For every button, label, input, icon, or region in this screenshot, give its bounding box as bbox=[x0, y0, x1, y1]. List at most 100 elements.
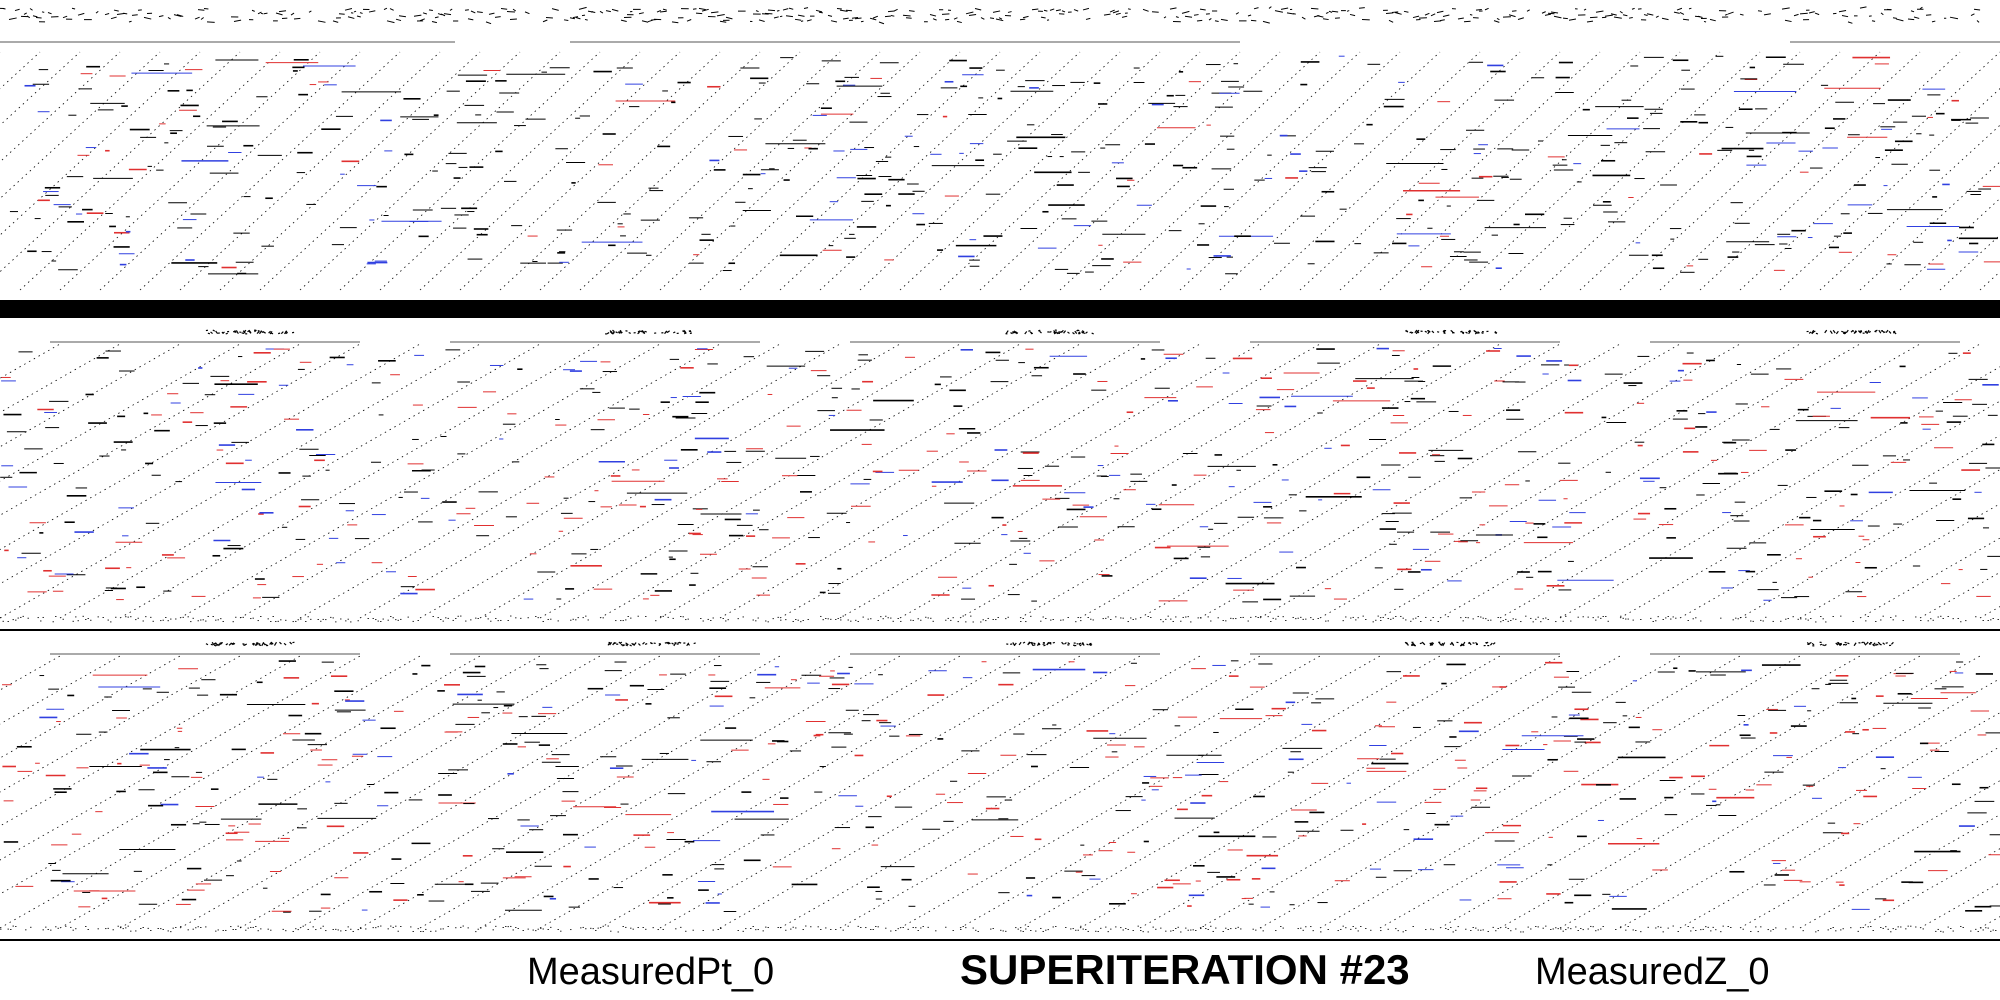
header-noise-mark bbox=[1007, 11, 1012, 13]
column-title-mark bbox=[207, 332, 211, 335]
header-noise-mark bbox=[932, 18, 937, 21]
column-title-mark bbox=[606, 332, 610, 335]
diagonal-guide bbox=[0, 343, 61, 379]
column-title-mark bbox=[1468, 330, 1472, 335]
column-title-mark bbox=[682, 330, 685, 333]
diagonal-guide bbox=[779, 343, 1261, 619]
diagonal-guide bbox=[1679, 746, 2000, 929]
diagonal-guide bbox=[739, 51, 1001, 291]
column-title-mark bbox=[1042, 643, 1045, 646]
column-title-mark bbox=[673, 642, 677, 647]
diagonal-guide bbox=[979, 51, 1241, 291]
diagonal-guide bbox=[1379, 51, 1641, 291]
diagonal-guide bbox=[539, 343, 1021, 619]
column-title-mark bbox=[1885, 642, 1888, 644]
header-noise-mark bbox=[578, 6, 587, 10]
diagonal-guide bbox=[1259, 51, 1521, 291]
column-title-mark bbox=[625, 644, 628, 647]
column-title-mark bbox=[1412, 643, 1415, 647]
column-title-mark bbox=[665, 330, 669, 334]
column-title-mark bbox=[1061, 641, 1065, 645]
header-noise-mark bbox=[908, 10, 915, 12]
diagonal-guide bbox=[1499, 343, 1981, 619]
header-noise-mark bbox=[716, 14, 725, 17]
header-noise-mark bbox=[1163, 16, 1167, 19]
header-noise-mark bbox=[662, 8, 667, 11]
header-noise-mark bbox=[200, 17, 204, 20]
header-noise-mark bbox=[293, 17, 301, 20]
column-title-mark bbox=[693, 642, 696, 645]
header-noise-mark bbox=[1814, 12, 1820, 16]
diagonal-guide bbox=[1139, 51, 1401, 291]
column-title-mark bbox=[1865, 331, 1868, 334]
diagonal-guide bbox=[59, 343, 541, 619]
diagonal-guide bbox=[299, 655, 781, 929]
column-title-mark bbox=[1473, 329, 1477, 333]
column-title-mark bbox=[258, 644, 262, 647]
column-title-mark bbox=[631, 642, 635, 646]
header-noise-mark bbox=[887, 10, 895, 13]
diagonal-guide bbox=[179, 343, 661, 619]
column-title-mark bbox=[277, 332, 281, 335]
column-title-mark bbox=[618, 330, 622, 334]
column-title-mark bbox=[1878, 329, 1882, 334]
header-noise-mark bbox=[1697, 15, 1703, 19]
header-noise-mark bbox=[23, 12, 27, 15]
header-noise-mark bbox=[500, 8, 508, 10]
diagonal-guide bbox=[1339, 51, 1601, 291]
column-title-mark bbox=[1824, 329, 1828, 334]
header-noise-mark bbox=[974, 8, 982, 11]
column-title-mark bbox=[1832, 329, 1836, 334]
header-noise-mark bbox=[1457, 17, 1464, 20]
header-noise-mark bbox=[77, 12, 85, 16]
column-title-mark bbox=[270, 332, 274, 335]
header-noise-mark bbox=[8, 17, 17, 20]
diagonal-guide bbox=[1819, 124, 2000, 291]
column-title-mark bbox=[1012, 330, 1016, 334]
diagonal-guide bbox=[1099, 51, 1361, 291]
column-title-mark bbox=[609, 642, 613, 646]
header-noise-mark bbox=[1676, 7, 1683, 11]
column-title-mark bbox=[1078, 332, 1081, 335]
column-title-mark bbox=[1067, 331, 1070, 334]
header-noise-mark bbox=[1679, 12, 1685, 15]
column-title-mark bbox=[1841, 330, 1844, 333]
column-title-mark bbox=[1861, 641, 1864, 644]
header-noise-mark bbox=[815, 9, 823, 13]
column-title-mark bbox=[1461, 331, 1465, 334]
diagonal-guide bbox=[1319, 655, 1801, 929]
header-noise-mark bbox=[1781, 7, 1790, 10]
header-noise-mark bbox=[278, 10, 287, 13]
diagonal-guide bbox=[719, 343, 1201, 619]
header-noise-mark bbox=[767, 9, 776, 12]
header-noise-mark bbox=[353, 10, 357, 13]
column-title-mark bbox=[1027, 641, 1031, 646]
column-title-mark bbox=[1056, 332, 1060, 335]
header-noise-mark bbox=[332, 20, 339, 23]
diagonal-guide bbox=[419, 655, 901, 929]
diagonal-guide bbox=[599, 655, 1081, 929]
column-title-mark bbox=[612, 641, 616, 646]
diagonal-guide bbox=[0, 343, 361, 550]
header-noise-mark bbox=[842, 17, 849, 20]
header-noise-mark bbox=[1682, 18, 1690, 21]
column-title-mark bbox=[252, 642, 256, 645]
header-noise-mark bbox=[1976, 20, 1980, 23]
column-title-mark bbox=[285, 331, 289, 335]
column-title-mark bbox=[213, 644, 217, 647]
header-noise-mark bbox=[542, 19, 548, 23]
header-noise-mark bbox=[1586, 20, 1594, 23]
header-noise-mark bbox=[1316, 15, 1324, 18]
diagonal-guide bbox=[1739, 780, 2000, 929]
column-title-mark bbox=[1081, 330, 1085, 333]
diagonal-guide bbox=[479, 343, 961, 619]
column-title-mark bbox=[1409, 331, 1412, 334]
column-title-mark bbox=[289, 641, 293, 645]
column-title-mark bbox=[1049, 331, 1052, 333]
header-noise-mark bbox=[1931, 20, 1936, 23]
column-title-mark bbox=[243, 331, 246, 334]
diagonal-guide bbox=[1559, 678, 2000, 929]
header-noise-mark bbox=[1895, 18, 1904, 22]
column-title-mark bbox=[212, 329, 216, 332]
column-title-mark bbox=[637, 643, 641, 646]
